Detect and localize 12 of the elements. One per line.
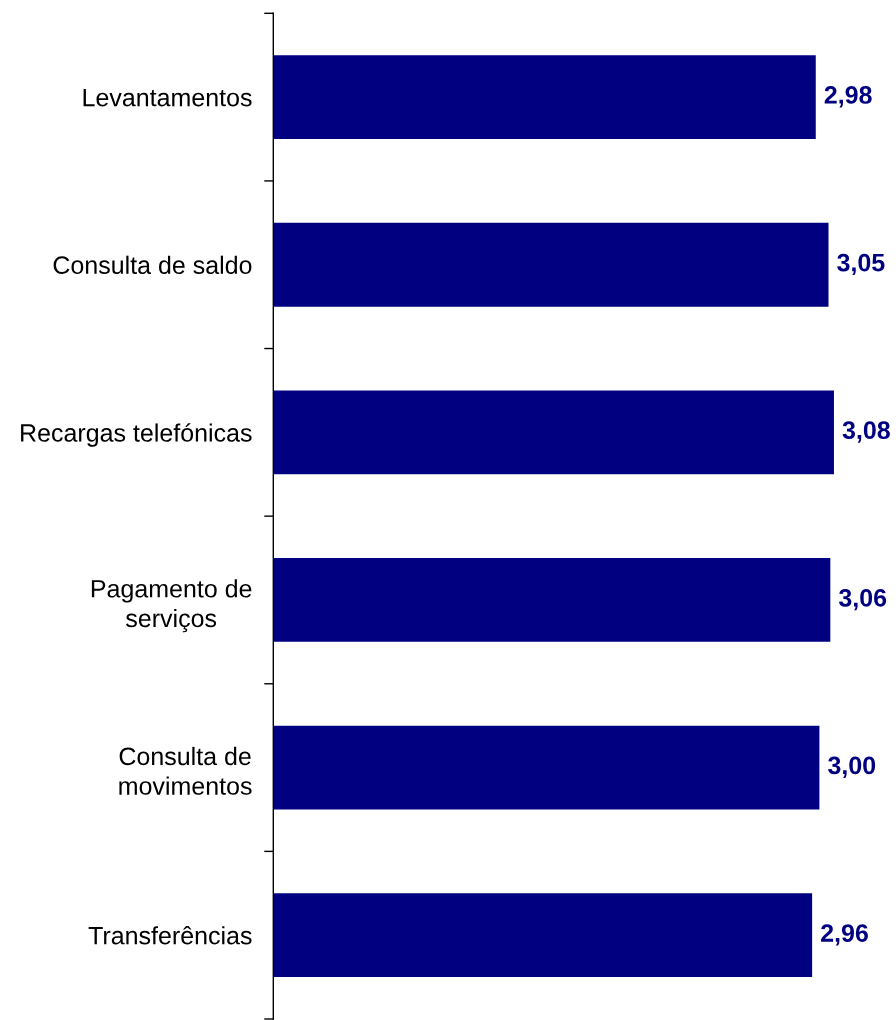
y-tick-label: Consulta de saldo (53, 255, 252, 275)
y-tick-label: Pagamento de serviços (91, 579, 252, 633)
data-label: 3,08 (842, 421, 890, 443)
y-tick-label: Consulta de movimentos (119, 746, 252, 795)
data-label: 3,06 (838, 588, 887, 611)
data-label: 2,98 (824, 86, 872, 108)
y-tick-label: Levantamentos (83, 88, 252, 107)
y-tick-label: Recargas telefónicas (21, 423, 252, 447)
data-label: 3,05 (837, 253, 885, 276)
data-label: 3,00 (828, 756, 876, 778)
data-label: 2,96 (821, 924, 868, 946)
y-tick-label: Transferências (88, 926, 252, 945)
